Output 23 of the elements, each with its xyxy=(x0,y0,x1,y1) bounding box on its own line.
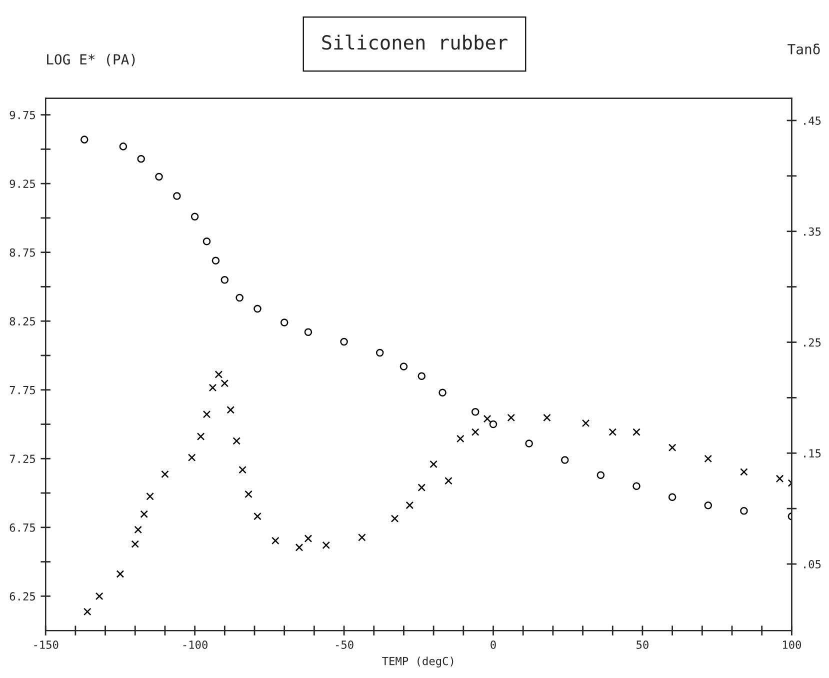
y2-tick-label: .45 xyxy=(804,116,821,125)
y-tick-label: 8.25 xyxy=(10,317,35,326)
x-tick-label: -100 xyxy=(183,640,208,649)
x-axis-title: TEMP (degC) xyxy=(382,656,454,668)
y-tick-label: 6.75 xyxy=(10,523,35,532)
x-tick-label: -50 xyxy=(336,640,354,649)
y2-tick-label: .15 xyxy=(804,449,821,458)
x-tick-label: 0 xyxy=(490,640,496,649)
x-tick-label: 50 xyxy=(636,640,648,649)
y-tick-label: 8.75 xyxy=(10,248,35,257)
y-tick-label: 9.25 xyxy=(10,180,35,188)
y-tick-label: 7.25 xyxy=(10,454,35,464)
y-tick-label: 7.75 xyxy=(10,386,35,394)
x-tick-label: -150 xyxy=(34,640,58,649)
y-axis-title: LOG E* (PA) xyxy=(47,54,135,66)
x-tick-label: 100 xyxy=(782,640,802,649)
y2-tick-label: .05 xyxy=(804,560,821,568)
y2-tick-label: .35 xyxy=(804,227,821,236)
y-tick-label: 9.75 xyxy=(10,110,35,120)
y2-tick-label: .25 xyxy=(804,338,821,347)
chart-title: Siliconen rubber xyxy=(322,34,508,50)
y2-axis-title: Tanδ xyxy=(788,44,820,54)
y-tick-label: 6.25 xyxy=(10,592,35,601)
